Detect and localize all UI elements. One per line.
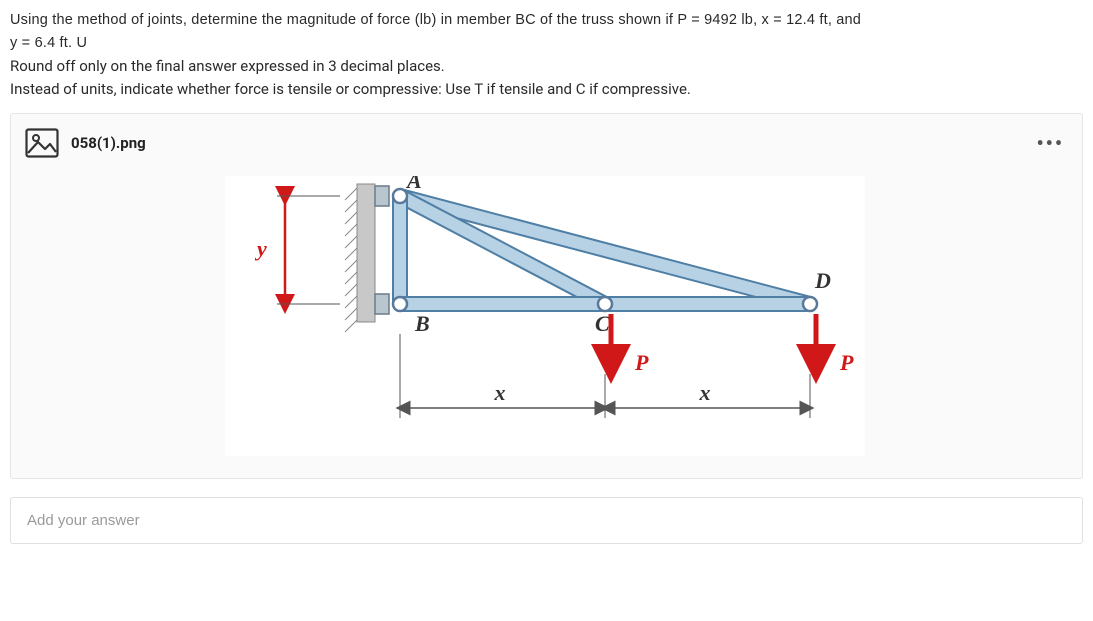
question-line3: Round off only on the final answer expre… xyxy=(10,57,445,75)
attachment-filename: 058(1).png xyxy=(71,134,146,152)
svg-text:C: C xyxy=(595,311,610,336)
attachment-menu-button[interactable]: ••• xyxy=(1036,138,1064,148)
figure-wrap: A B C D P Py x x xyxy=(25,168,1064,464)
svg-text:P: P xyxy=(839,350,854,375)
question-line4: Instead of units, indicate whether force… xyxy=(10,80,691,98)
question-line2: y = 6.4 ft. U xyxy=(10,35,87,51)
answer-input[interactable] xyxy=(10,497,1083,544)
attachment-header: 058(1).png ••• xyxy=(25,128,1064,168)
svg-text:y: y xyxy=(254,236,267,261)
svg-text:P: P xyxy=(634,350,649,375)
svg-text:x: x xyxy=(493,380,505,405)
question-text: Using the method of joints, determine th… xyxy=(10,8,1083,101)
image-icon xyxy=(25,128,59,158)
attachment-left: 058(1).png xyxy=(25,128,146,158)
svg-text:D: D xyxy=(814,268,831,293)
attachment-card: 058(1).png ••• A B C D P Py x x xyxy=(10,113,1083,479)
svg-text:B: B xyxy=(414,311,430,336)
truss-diagram: A B C D P Py x x xyxy=(225,176,865,456)
svg-text:x: x xyxy=(698,380,710,405)
svg-text:A: A xyxy=(405,176,422,193)
question-line1: Using the method of joints, determine th… xyxy=(10,12,861,28)
